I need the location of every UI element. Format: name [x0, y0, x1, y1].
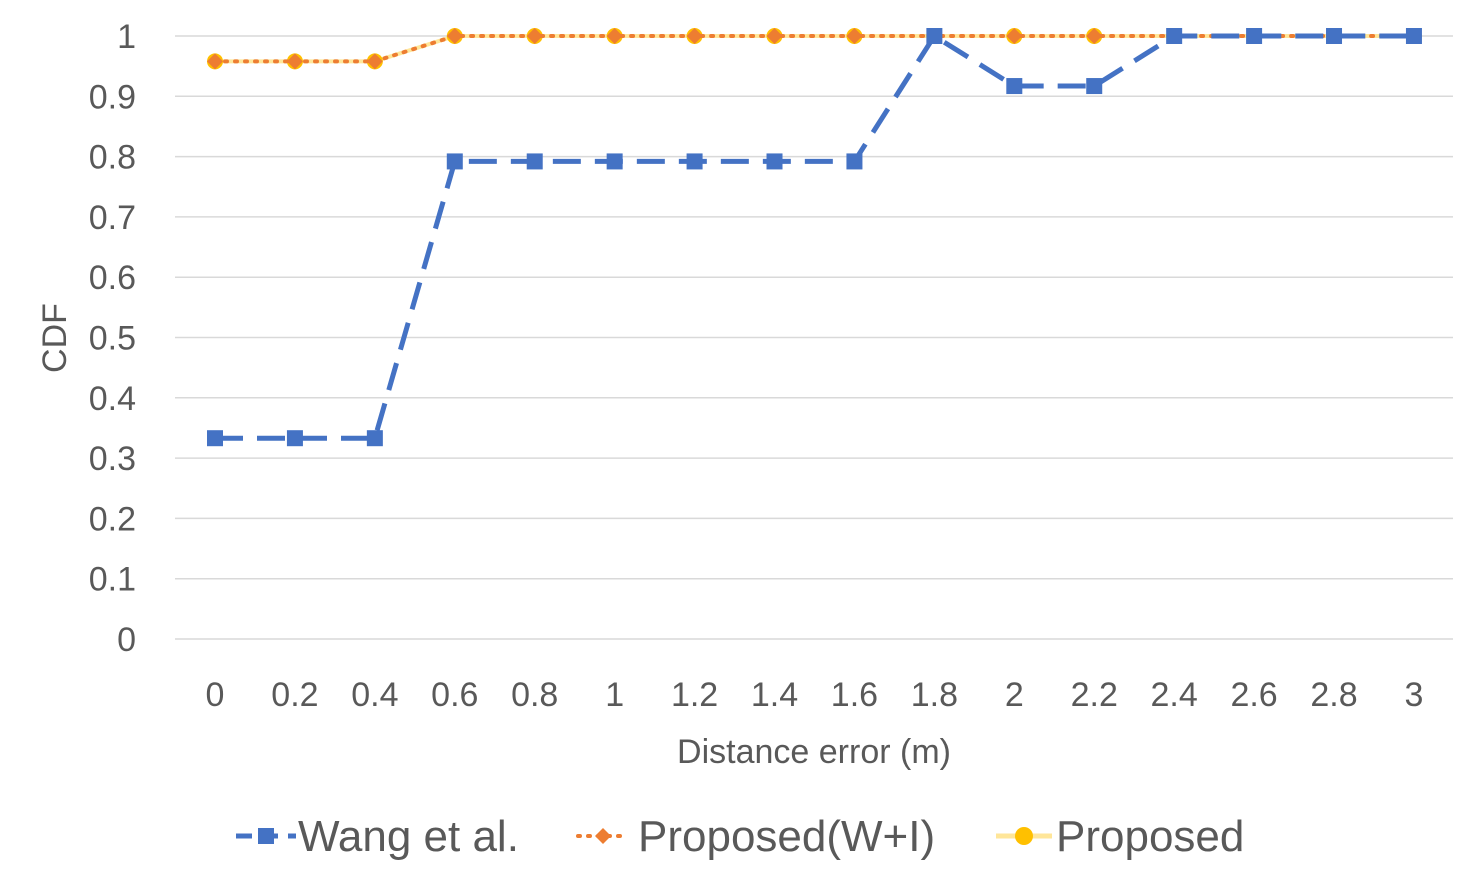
data-point — [1166, 28, 1183, 44]
plot-series — [207, 28, 1422, 447]
y-axis-title: CDF — [36, 303, 74, 373]
data-point — [286, 53, 303, 70]
data-point — [1006, 28, 1023, 44]
x-tick-labels: 0 0.2 0.4 0.6 0.8 1 1.2 1.4 1.6 1.8 2 2.2 2.4 2.6 2.8 3 — [206, 676, 1424, 714]
series-line — [215, 32, 1414, 441]
data-point — [846, 153, 863, 170]
y-tick-label: 0.5 — [89, 320, 136, 358]
x-axis-title: Distance error (m) — [677, 733, 951, 771]
x-tick-label: 1.8 — [911, 676, 958, 714]
data-point — [446, 153, 463, 170]
legend-item-1: Proposed(W+I) — [576, 812, 935, 861]
x-tick-label: 2.2 — [1071, 676, 1118, 714]
legend-marker — [258, 828, 274, 844]
legend-item-2: Proposed — [996, 812, 1244, 861]
gridlines — [175, 35, 1453, 640]
data-point — [526, 28, 543, 44]
y-tick-label: 0.9 — [89, 78, 136, 116]
series-line — [215, 34, 1414, 64]
x-tick-label: 2 — [1005, 676, 1024, 714]
legend-marker — [1015, 827, 1033, 845]
series-0 — [207, 28, 1422, 447]
data-point — [526, 153, 543, 170]
y-tick-label: 0.6 — [89, 259, 136, 297]
data-point — [686, 153, 703, 170]
x-tick-label: 0.2 — [271, 676, 318, 714]
data-point — [446, 28, 463, 44]
data-point — [766, 28, 783, 44]
y-tick-label: 0.1 — [89, 561, 136, 599]
legend-label: Proposed — [1056, 812, 1244, 861]
legend-label: Wang et al. — [298, 812, 519, 861]
data-point — [1086, 78, 1103, 95]
data-point — [366, 53, 383, 70]
data-point — [606, 153, 623, 170]
data-point — [1086, 28, 1103, 44]
x-tick-label: 0 — [206, 676, 225, 714]
legend-marker — [595, 828, 611, 844]
x-tick-label: 1.4 — [751, 676, 798, 714]
data-point — [207, 430, 223, 447]
data-point — [366, 430, 383, 447]
x-tick-label: 0.6 — [431, 676, 478, 714]
y-tick-label: 0.2 — [89, 500, 136, 538]
data-point — [286, 430, 303, 447]
data-point — [766, 153, 783, 170]
y-tick-label: 0.3 — [89, 440, 136, 478]
data-point — [1405, 28, 1422, 44]
y-tick-label: 0 — [117, 621, 136, 659]
legend: Wang et al. Proposed(W+I) Proposed — [236, 812, 1244, 861]
x-tick-label: 1.2 — [671, 676, 718, 714]
x-tick-label: 0.8 — [511, 676, 558, 714]
y-tick-label: 0.8 — [89, 139, 136, 177]
legend-label: Proposed(W+I) — [638, 812, 935, 861]
series-2 — [207, 28, 1422, 70]
data-point — [1006, 78, 1023, 95]
series-line — [213, 34, 1416, 64]
x-tick-label: 2.6 — [1230, 676, 1277, 714]
y-tick-label: 0.7 — [89, 199, 136, 237]
legend-item-0: Wang et al. — [236, 812, 519, 861]
data-point — [606, 28, 623, 44]
data-point — [1246, 28, 1263, 44]
y-tick-labels: 0 0.1 0.2 0.3 0.4 0.5 0.6 0.7 0.8 0.9 1 — [89, 18, 136, 659]
x-tick-label: 1.6 — [831, 676, 878, 714]
x-tick-label: 2.8 — [1310, 676, 1357, 714]
data-point — [926, 28, 943, 44]
x-tick-label: 3 — [1404, 676, 1423, 714]
data-point — [1326, 28, 1343, 44]
y-tick-label: 1 — [117, 18, 136, 56]
y-tick-label: 0.4 — [89, 380, 136, 418]
data-point — [846, 28, 863, 44]
x-tick-label: 2.4 — [1151, 676, 1198, 714]
data-point — [686, 28, 703, 44]
x-tick-label: 1 — [605, 676, 624, 714]
x-tick-label: 0.4 — [351, 676, 398, 714]
data-point — [207, 53, 223, 70]
